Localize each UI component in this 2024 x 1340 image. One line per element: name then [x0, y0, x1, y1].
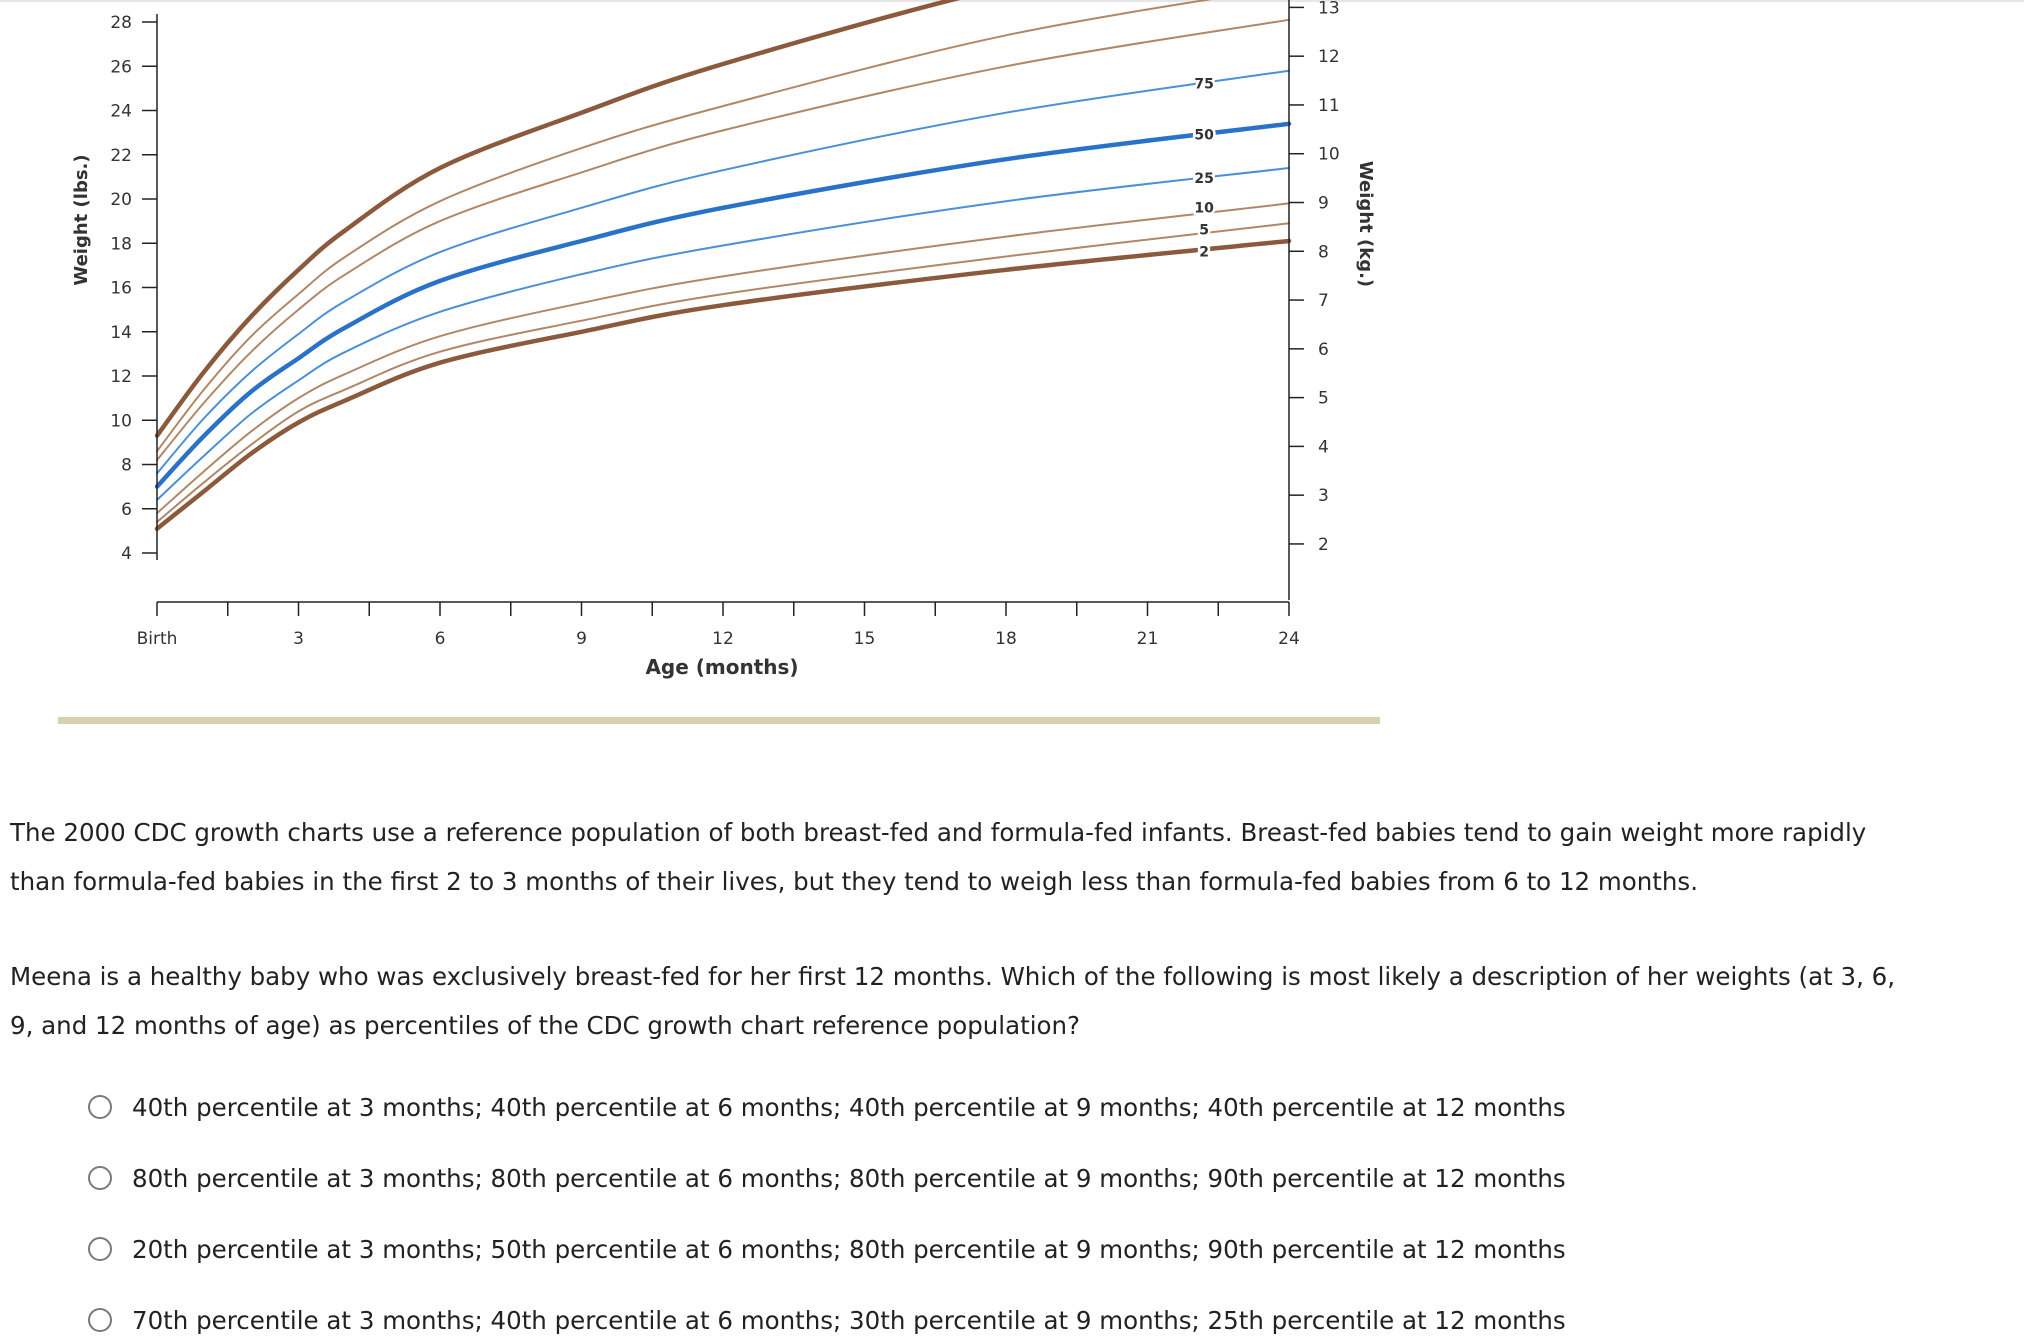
percentile-curve-10 [156, 202, 1290, 515]
answer-option-label: 40th percentile at 3 months; 40th percen… [132, 1092, 1566, 1122]
curve-label-10: 10 [1194, 200, 1214, 216]
percentile-curve-5 [156, 222, 1290, 523]
question-paragraph-1: The 2000 CDC growth charts use a referen… [10, 818, 1867, 896]
radio-button[interactable] [88, 1237, 112, 1261]
curve-label-50: 50 [1194, 127, 1214, 143]
y-left-tick-label: 10 [110, 411, 132, 431]
y-right-tick-label: 5 [1318, 389, 1329, 409]
x-tick-label: Birth [137, 629, 178, 649]
y-right-tick-label: 11 [1318, 96, 1340, 116]
x-tick-label: 9 [576, 629, 587, 649]
answer-option-label: 80th percentile at 3 months; 80th percen… [132, 1163, 1566, 1193]
y-left-tick-label: 14 [110, 323, 132, 343]
y-right-tick-label: 7 [1318, 291, 1329, 311]
y-right-tick-label: 2 [1318, 535, 1329, 555]
y-right-tick-label: 4 [1318, 437, 1329, 457]
answer-option-2[interactable]: 80th percentile at 3 months; 80th percen… [88, 1158, 1566, 1198]
y-right-tick-label: 9 [1318, 194, 1329, 214]
percentile-curve-50 [154, 121, 1292, 489]
curve-label-5: 5 [1199, 222, 1209, 238]
radio-button[interactable] [88, 1308, 112, 1332]
top-rule [0, 0, 2024, 2]
percentile-curve-upper-7 [156, 0, 1212, 453]
growth-chart: 2510255075468101214161820222426282345678… [71, 0, 1376, 679]
x-tick-label: 15 [854, 629, 876, 649]
curve-label-25: 25 [1194, 171, 1213, 187]
y-left-tick-label: 6 [121, 500, 132, 520]
y-left-tick-label: 26 [110, 57, 132, 77]
y-right-tick-label: 13 [1318, 0, 1340, 18]
x-axis-label: Age (months) [645, 655, 798, 679]
answer-option-label: 70th percentile at 3 months; 40th percen… [132, 1305, 1566, 1335]
y-right-axis-label: Weight (kg.) [1355, 161, 1376, 287]
y-left-tick-label: 8 [121, 456, 132, 476]
y-right-tick-label: 12 [1318, 47, 1340, 67]
percentile-curve-upper-6 [156, 18, 1290, 462]
answer-option-3[interactable]: 20th percentile at 3 months; 50th percen… [88, 1229, 1566, 1269]
y-left-tick-label: 24 [110, 102, 132, 122]
y-left-tick-label: 20 [110, 190, 132, 210]
y-left-tick-label: 12 [110, 367, 132, 387]
x-tick-label: 6 [435, 629, 446, 649]
y-left-axis-label: Weight (lbs.) [71, 154, 92, 285]
percentile-curve-upper-8 [154, 0, 961, 438]
answer-option-4[interactable]: 70th percentile at 3 months; 40th percen… [88, 1300, 1566, 1340]
x-tick-label: 21 [1137, 629, 1159, 649]
y-right-tick-label: 8 [1318, 242, 1329, 262]
x-tick-label: 24 [1278, 629, 1300, 649]
x-tick-label: 3 [293, 629, 304, 649]
y-right-tick-label: 6 [1318, 340, 1329, 360]
y-right-tick-label: 10 [1318, 145, 1340, 165]
question-paragraph-2: Meena is a healthy baby who was exclusiv… [10, 962, 1896, 1040]
percentile-curve-75 [156, 69, 1290, 475]
section-divider [58, 717, 1380, 724]
y-left-tick-label: 22 [110, 146, 132, 166]
y-left-tick-label: 18 [110, 234, 132, 254]
y-left-tick-label: 4 [121, 544, 132, 564]
percentile-curve-25 [156, 167, 1290, 501]
y-right-tick-label: 3 [1318, 486, 1329, 506]
curve-label-75: 75 [1194, 76, 1213, 92]
answer-option-label: 20th percentile at 3 months; 50th percen… [132, 1234, 1566, 1264]
y-left-tick-label: 16 [110, 279, 132, 299]
radio-button[interactable] [88, 1166, 112, 1190]
answer-option-1[interactable]: 40th percentile at 3 months; 40th percen… [88, 1087, 1566, 1127]
radio-button[interactable] [88, 1095, 112, 1119]
curve-label-2: 2 [1199, 245, 1209, 261]
x-tick-label: 12 [712, 629, 734, 649]
y-left-tick-label: 28 [110, 13, 132, 33]
x-tick-label: 18 [995, 629, 1017, 649]
percentile-curve-2 [154, 238, 1292, 531]
